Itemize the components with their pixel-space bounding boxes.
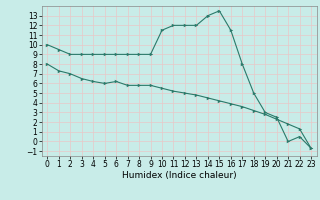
- X-axis label: Humidex (Indice chaleur): Humidex (Indice chaleur): [122, 171, 236, 180]
